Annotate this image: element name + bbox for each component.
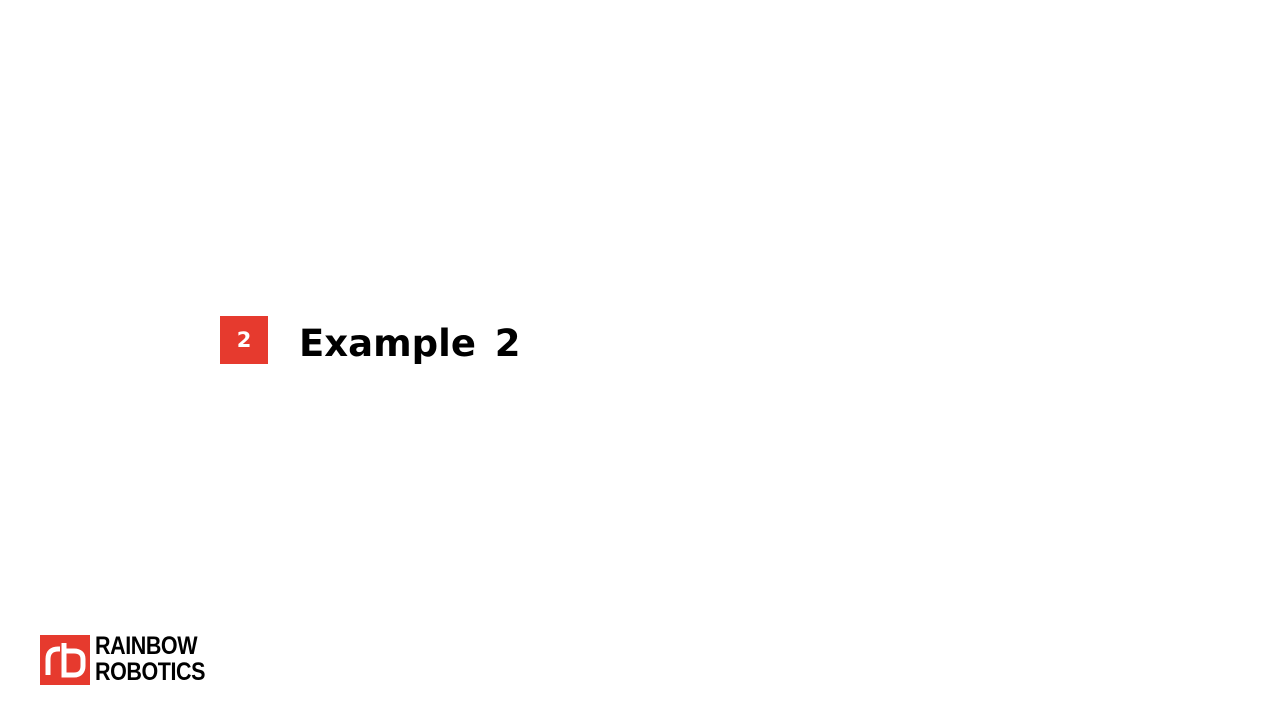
rb-logo-icon [40, 635, 90, 685]
logo-line-1: RAINBOW [95, 632, 198, 660]
section-title: Example 2 [299, 322, 521, 365]
section-number-badge: 2 [220, 316, 268, 364]
company-logo: RAINBOW ROBOTICS [40, 634, 210, 686]
logo-line-2: ROBOTICS [95, 658, 206, 686]
logo-wordmark: RAINBOW ROBOTICS [95, 632, 206, 686]
